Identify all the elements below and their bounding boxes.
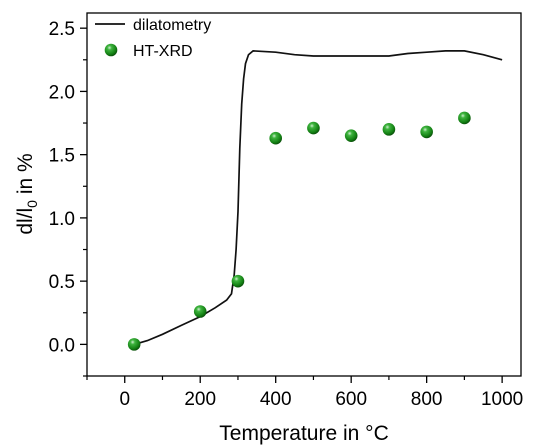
y-tick-label: 1.5: [49, 146, 75, 167]
data-point-ht-xrd: [127, 338, 141, 351]
y-axis-title-main: dl/l: [14, 208, 37, 235]
y-tick-label: 2.5: [49, 19, 75, 40]
data-point-ht-xrd: [344, 129, 358, 142]
x-axis-ticks: 0 200 400 600 800 1000: [86, 376, 523, 410]
y-axis-title-suffix: in %: [14, 153, 37, 200]
legend: dilatometry HT-XRD: [95, 17, 211, 60]
x-tick-label: 1000: [481, 389, 523, 410]
plot-frame: [86, 12, 522, 377]
data-point-ht-xrd: [193, 305, 207, 318]
x-tick-label: 800: [411, 389, 443, 410]
data-point-ht-xrd: [382, 123, 396, 136]
x-tick-label: 0: [119, 389, 130, 410]
data-point-ht-xrd: [458, 111, 471, 125]
y-tick-label: 1.0: [49, 209, 75, 230]
data-point-ht-xrd: [307, 121, 320, 135]
y-tick-label: 0.5: [49, 272, 75, 293]
series-line-dilatometry: [133, 50, 503, 346]
series-markers-ht-xrd: [127, 111, 471, 351]
x-axis-title: Temperature in °C: [219, 422, 388, 445]
legend-label-dilatometry: dilatometry: [133, 17, 211, 34]
x-tick-label: 200: [184, 389, 216, 410]
x-tick-label: 400: [260, 389, 292, 410]
x-tick-label: 600: [335, 389, 367, 410]
data-point-ht-xrd: [269, 131, 282, 145]
y-tick-label: 2.0: [49, 82, 75, 103]
data-point-ht-xrd: [231, 274, 245, 288]
y-axis-ticks: 0.0 0.5 1.0 1.5 2.0 2.5: [49, 19, 87, 377]
legend-label-ht-xrd: HT-XRD: [133, 43, 193, 60]
y-tick-label: 0.0: [49, 335, 75, 356]
data-point-ht-xrd: [420, 125, 433, 139]
y-axis-title-subscript: 0: [24, 200, 40, 208]
legend-marker-swatch: [104, 43, 118, 57]
y-axis-title: dl/l0 in %: [14, 153, 40, 234]
